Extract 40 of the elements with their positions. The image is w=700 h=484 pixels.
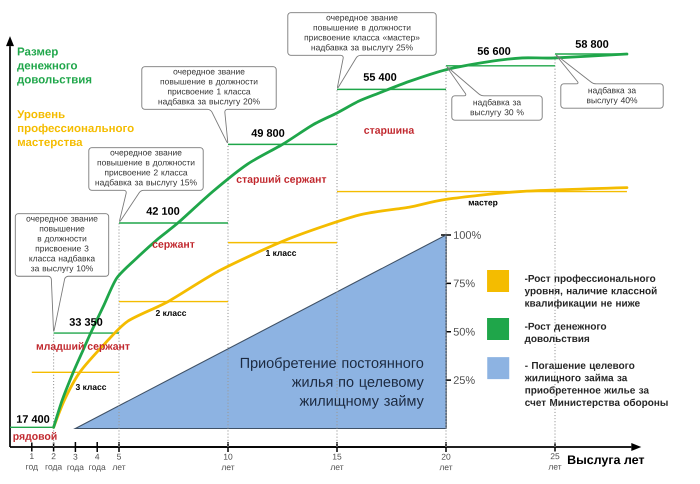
- annotation: 2 класс: [156, 310, 186, 316]
- x-tick-label: 10 лет: [221, 454, 234, 470]
- y-axis-title: Размер денежного довольствия: [17, 48, 92, 86]
- annotation: очередное звание повышение в должности присвоение 1 класса надбавка за выслугу 20%: [158, 70, 260, 106]
- text: 58 800: [576, 40, 608, 48]
- annotation: Приобретение постоянного жилья по целевому жилищному займу: [240, 357, 424, 409]
- annotation: 17 400: [16, 415, 50, 423]
- annotation: сержант: [152, 242, 195, 250]
- legend-label: -Рост денежного довольствия: [524, 322, 606, 344]
- y-tick-label: 25%: [454, 376, 475, 384]
- annotation: очередное звание повышение в должности присвоение 2 класса надбавка за выслугу 15%: [96, 150, 197, 188]
- x-axis-title: Выслуга лет: [568, 455, 644, 467]
- x-tick-label: 4 года: [89, 454, 106, 472]
- annotation: надбавка за выслугу 40%: [587, 87, 638, 105]
- text: - Погашение целевого жилищного займа за приобретенное жилье за счет Министерства обороны: [524, 362, 668, 408]
- x-tick-label: 1 год: [26, 453, 38, 472]
- text: очередное звание повышение в должности присвоение класса «мастер» надбавка за выслугу 25%: [304, 16, 420, 52]
- x-tick-label: 25 лет: [548, 453, 562, 470]
- annotation: очередное звание повышение в должности присвоение 3 класса надбавка за выслугу 10%: [26, 216, 98, 274]
- annotation: 1 класс: [266, 250, 296, 256]
- annotation: 3 класс: [76, 384, 106, 390]
- annotation: старший сержант: [236, 175, 326, 185]
- annotation: 56 600: [478, 47, 510, 55]
- x-tick-label: 20 лет: [439, 454, 452, 470]
- annotation: надбавка за выслугу 30 %: [470, 99, 524, 117]
- y-tick-label: 75%: [454, 280, 475, 288]
- y-tick-label: 50%: [454, 328, 475, 336]
- annotation: Уровень профессионального мастерства: [17, 110, 134, 148]
- legend-label: -Рост профессионального уровня, наличие классной квалификации не ниже: [524, 274, 657, 309]
- annotation: рядовой: [13, 432, 57, 442]
- annotation: старшина: [364, 128, 414, 136]
- x-tick-label: 5 лет: [112, 454, 126, 470]
- x-tick-label: 3 года: [67, 454, 84, 472]
- annotation: 49 800: [251, 129, 284, 137]
- x-tick-label: 2 года: [46, 453, 62, 472]
- annotation: мастер: [468, 200, 498, 208]
- y-tick-label: 100%: [454, 231, 481, 239]
- annotation: 42 100: [146, 207, 180, 215]
- x-tick-label: 15 лет: [330, 454, 344, 470]
- annotation: 55 400: [364, 73, 396, 81]
